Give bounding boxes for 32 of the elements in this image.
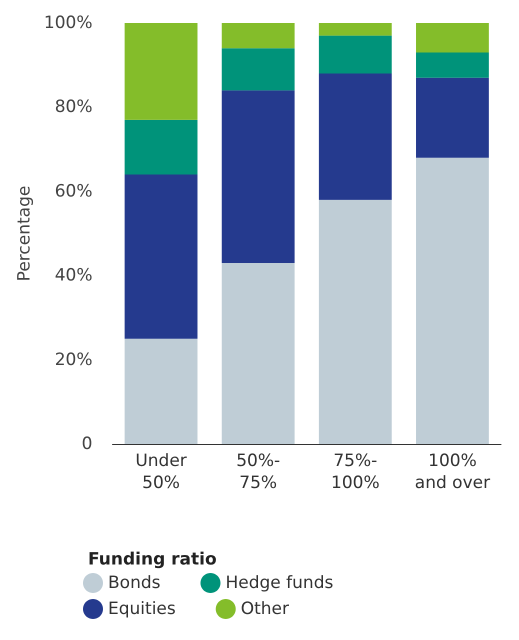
y-tick-label: 60%: [54, 181, 92, 202]
y-tick-label: 20%: [54, 350, 92, 370]
legend-title: Funding ratio: [88, 550, 217, 570]
y-tick-label: 0: [82, 434, 92, 454]
x-tick-label: 100% and over: [414, 451, 490, 493]
y-tick-label: 80%: [54, 97, 92, 118]
bar: [222, 23, 295, 48]
x-tick-label: 50%-75%: [236, 451, 280, 493]
bar: [416, 78, 489, 158]
bar: [124, 120, 198, 175]
x-tick-label: Under 50%: [135, 451, 187, 493]
bar: [124, 23, 198, 120]
y-tick-label: 100%: [44, 13, 92, 33]
bar: [222, 90, 295, 263]
bar: [222, 48, 295, 90]
legend-label: Bonds: [108, 573, 161, 593]
bar: [318, 200, 392, 444]
bar: [318, 74, 392, 200]
legend-label: Other: [240, 599, 290, 619]
bar: [416, 52, 489, 78]
bar: [318, 23, 392, 36]
bar: [124, 174, 198, 339]
y-tick-label: 40%: [54, 266, 92, 286]
bar: [222, 262, 295, 444]
bar: [318, 36, 392, 74]
bar: [124, 338, 198, 444]
bar: [416, 23, 489, 52]
y-axis-title: Percentage: [14, 186, 34, 282]
x-tick-label: 75%-100%: [331, 451, 380, 493]
legend-label: Hedge funds: [225, 573, 334, 593]
bar: [416, 158, 489, 444]
legend-label: Equities: [108, 599, 176, 619]
